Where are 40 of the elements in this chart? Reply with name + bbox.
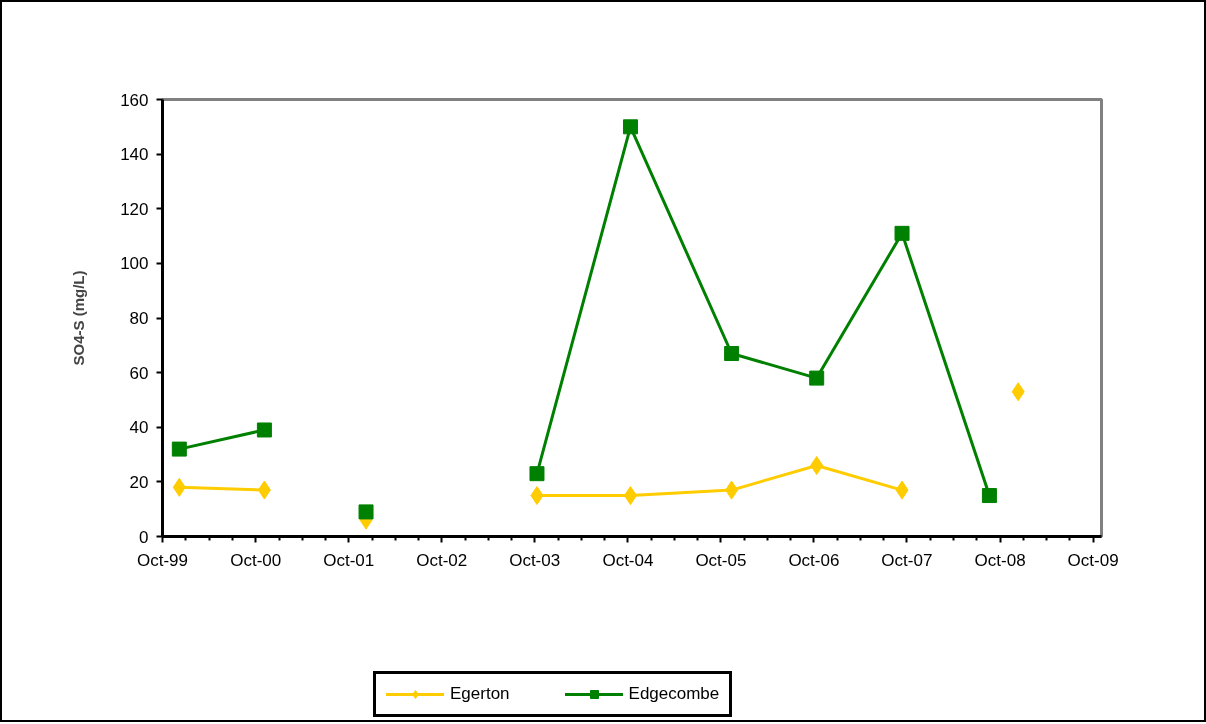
x-tick-label: Oct-00	[230, 550, 282, 570]
y-tick-label: 80	[129, 309, 149, 328]
x-tick-label: Oct-06	[788, 550, 840, 570]
point	[171, 441, 187, 457]
point	[358, 504, 374, 520]
y-axis-title: SO4-S (mg/L)	[70, 270, 88, 366]
point	[257, 480, 271, 500]
y-tick-label: 100	[120, 254, 149, 274]
point	[529, 466, 545, 482]
point	[724, 346, 740, 362]
x-tick-label: Oct-09	[1067, 550, 1119, 570]
x-tick-label: Oct-07	[881, 550, 933, 570]
point	[894, 225, 910, 241]
point	[810, 455, 824, 475]
point	[809, 370, 825, 386]
legend-label: Egerton	[450, 684, 510, 704]
point	[623, 486, 637, 506]
point	[725, 480, 739, 500]
y-tick-label: 40	[129, 418, 149, 438]
point	[256, 422, 272, 438]
point	[172, 477, 186, 497]
x-tick-label: Oct-01	[323, 550, 375, 570]
point	[895, 480, 909, 500]
x-tick-label: Oct-05	[695, 550, 747, 570]
point	[981, 488, 997, 504]
y-tick-label: 140	[120, 145, 149, 165]
y-tick-label: 20	[129, 472, 149, 492]
point	[530, 486, 544, 506]
x-tick-label: Oct-03	[509, 550, 561, 570]
y-tick-label: 160	[120, 90, 149, 110]
point	[622, 119, 638, 135]
y-tick-label: 120	[120, 199, 149, 219]
x-tick-label: Oct-99	[136, 550, 189, 570]
point	[1011, 382, 1025, 402]
y-tick-label: 60	[129, 363, 149, 383]
x-tick-label: Oct-04	[602, 550, 654, 570]
y-tick-label: 0	[139, 527, 149, 547]
x-tick-label: Oct-08	[974, 550, 1026, 570]
legend-label: Edgecombe	[628, 684, 720, 704]
x-tick-label: Oct-02	[416, 550, 468, 570]
